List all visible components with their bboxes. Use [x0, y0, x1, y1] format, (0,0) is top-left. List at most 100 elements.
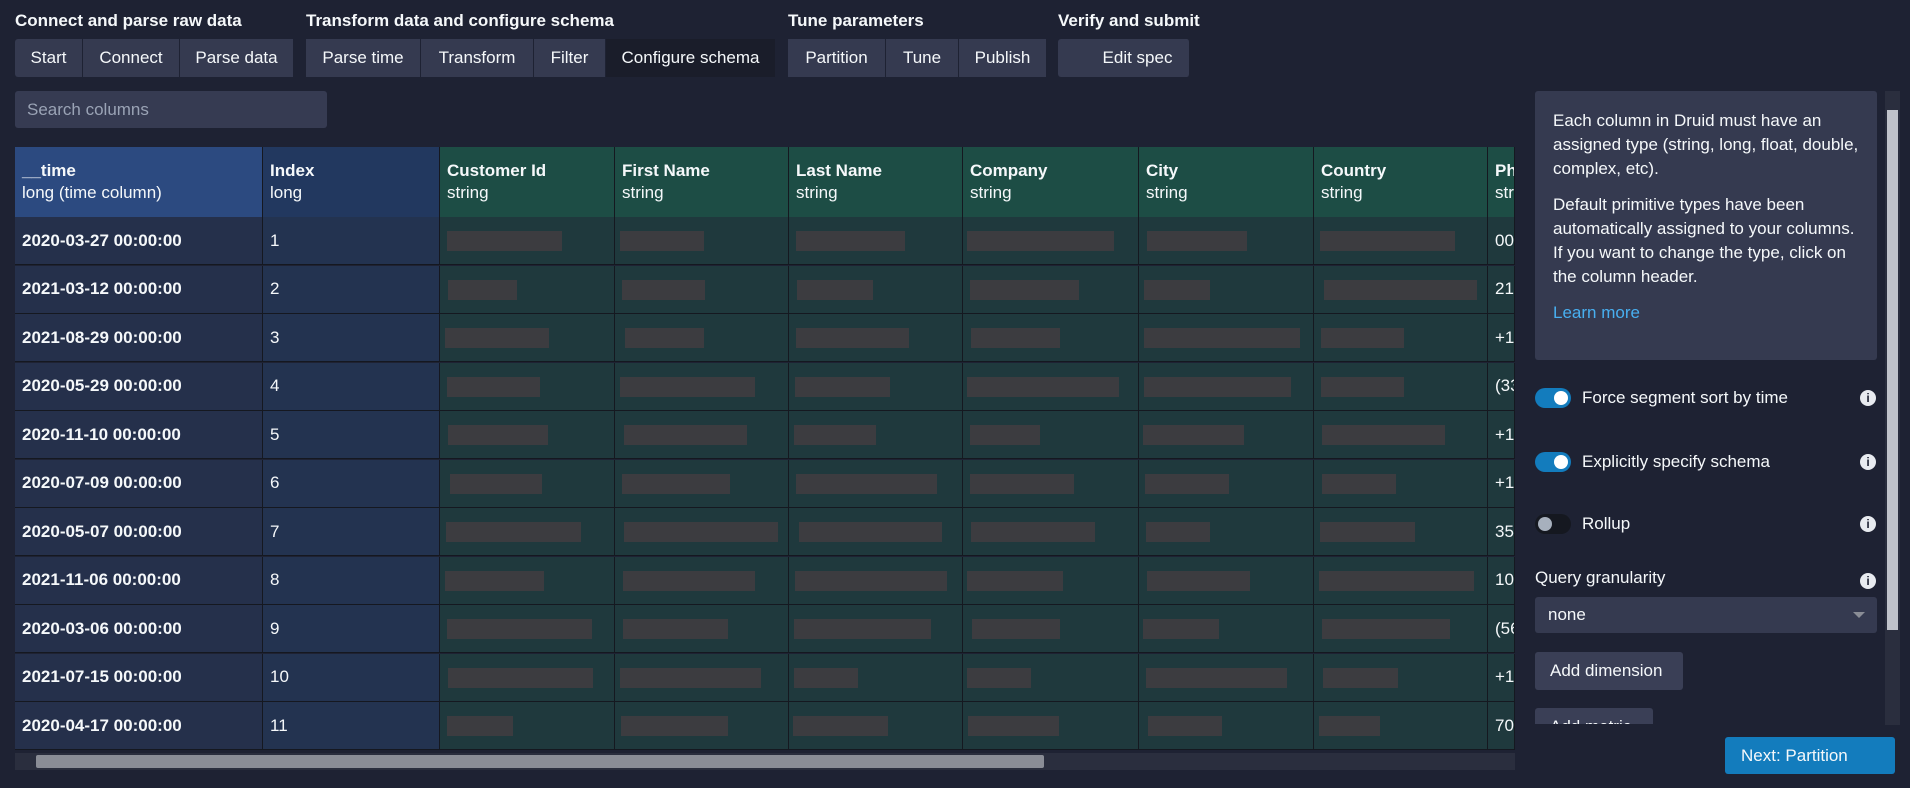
table-cell [963, 217, 1139, 265]
column-type: string [447, 183, 489, 202]
toggle-label: Rollup [1582, 514, 1631, 533]
table-cell: 35 [1488, 508, 1515, 556]
table-cell [615, 314, 789, 362]
redacted [1146, 570, 1251, 591]
info-icon[interactable]: i [1860, 390, 1876, 406]
table-cell [963, 459, 1139, 508]
redacted [969, 425, 1041, 445]
column-type: long (time column) [22, 183, 162, 202]
step-group-label: Connect and parse raw data [15, 11, 242, 30]
table-cell [615, 411, 789, 459]
redacted [798, 522, 942, 542]
redacted [1146, 231, 1248, 251]
redacted [972, 619, 1060, 639]
redacted [447, 425, 548, 445]
table-cell [963, 605, 1139, 653]
redacted [793, 425, 877, 445]
side-scroll-thumb[interactable] [1887, 110, 1898, 630]
info-icon[interactable]: i [1860, 516, 1876, 532]
column-header[interactable]: Index long [263, 147, 440, 217]
redacted [622, 619, 729, 639]
toggle-label: Force segment sort by time [1582, 388, 1788, 407]
add-dimension-button[interactable]: Add dimension [1535, 652, 1683, 690]
column-type: string [1321, 183, 1363, 202]
step-button[interactable]: Configure schema [606, 39, 776, 77]
column-name: First Name [622, 161, 710, 180]
step-button[interactable]: Parse time [306, 39, 421, 77]
redacted [623, 425, 747, 445]
scrollbar-thumb[interactable] [36, 755, 1044, 768]
table-cell [963, 508, 1139, 556]
table-cell [440, 605, 615, 653]
step-button[interactable]: Parse data [180, 39, 294, 77]
column-header[interactable]: Ph str [1488, 147, 1515, 217]
table-cell: 2020-07-09 00:00:00 [15, 459, 263, 508]
column-name: Last Name [796, 161, 882, 180]
table-cell [440, 653, 615, 702]
info-icon[interactable]: i [1860, 573, 1876, 589]
redacted [795, 328, 910, 348]
table-cell [615, 508, 789, 556]
add-metric-button[interactable]: Add metric [1535, 708, 1653, 724]
redacted [969, 473, 1074, 494]
redacted [447, 667, 593, 688]
table-cell [789, 702, 963, 750]
step-button[interactable]: Start [15, 39, 83, 77]
column-type: str [1495, 183, 1514, 202]
table-cell [440, 411, 615, 459]
redacted [971, 522, 1096, 542]
next-button[interactable]: Next: Partition [1725, 737, 1895, 774]
column-type: long [270, 183, 303, 202]
redacted [795, 473, 937, 494]
search-input[interactable]: Search columns [15, 91, 327, 128]
table-cell: 2021-08-29 00:00:00 [15, 314, 263, 362]
column-header[interactable]: First Name string [615, 147, 789, 217]
table-cell: 11 [263, 702, 440, 750]
toggle[interactable] [1535, 514, 1571, 534]
column-header[interactable]: Country string [1314, 147, 1488, 217]
info-icon[interactable]: i [1860, 454, 1876, 470]
granularity-label: Query granularity [1535, 568, 1666, 587]
step-button[interactable]: Edit spec [1058, 39, 1190, 77]
step-button[interactable]: Tune [886, 39, 959, 77]
table-cell: +1 [1488, 459, 1515, 508]
step-button[interactable]: Filter [534, 39, 606, 77]
step-button[interactable]: Publish [959, 39, 1047, 77]
column-header[interactable]: Last Name string [789, 147, 963, 217]
column-type: string [622, 183, 664, 202]
table-cell [789, 556, 963, 605]
table-cell: 2020-05-29 00:00:00 [15, 362, 263, 411]
redacted [444, 328, 549, 348]
step-button[interactable]: Connect [83, 39, 180, 77]
table-cell [615, 362, 789, 411]
table-cell [963, 653, 1139, 702]
table-cell [1139, 265, 1314, 314]
redacted [1147, 716, 1223, 736]
redacted [794, 667, 859, 688]
redacted [967, 570, 1064, 591]
table-cell [615, 459, 789, 508]
column-type: string [796, 183, 838, 202]
redacted [1322, 425, 1445, 445]
table-cell [615, 556, 789, 605]
table-cell [963, 411, 1139, 459]
column-name: Company [970, 161, 1048, 180]
step-button[interactable]: Partition [788, 39, 886, 77]
redacted [619, 231, 704, 251]
column-header[interactable]: Customer Id string [440, 147, 615, 217]
table-cell [963, 362, 1139, 411]
column-header[interactable]: __time long (time column) [15, 147, 263, 217]
redacted [620, 716, 729, 736]
toggle[interactable] [1535, 388, 1571, 408]
redacted [1144, 376, 1291, 397]
table-cell [1139, 459, 1314, 508]
redacted [1322, 619, 1450, 639]
learn-more-link[interactable]: Learn more [1553, 303, 1640, 322]
step-button[interactable]: Transform [421, 39, 534, 77]
redacted [449, 473, 543, 494]
column-header[interactable]: Company string [963, 147, 1139, 217]
column-header[interactable]: City string [1139, 147, 1314, 217]
granularity-select[interactable]: none [1535, 597, 1877, 633]
table-cell [1314, 362, 1488, 411]
toggle[interactable] [1535, 452, 1571, 472]
